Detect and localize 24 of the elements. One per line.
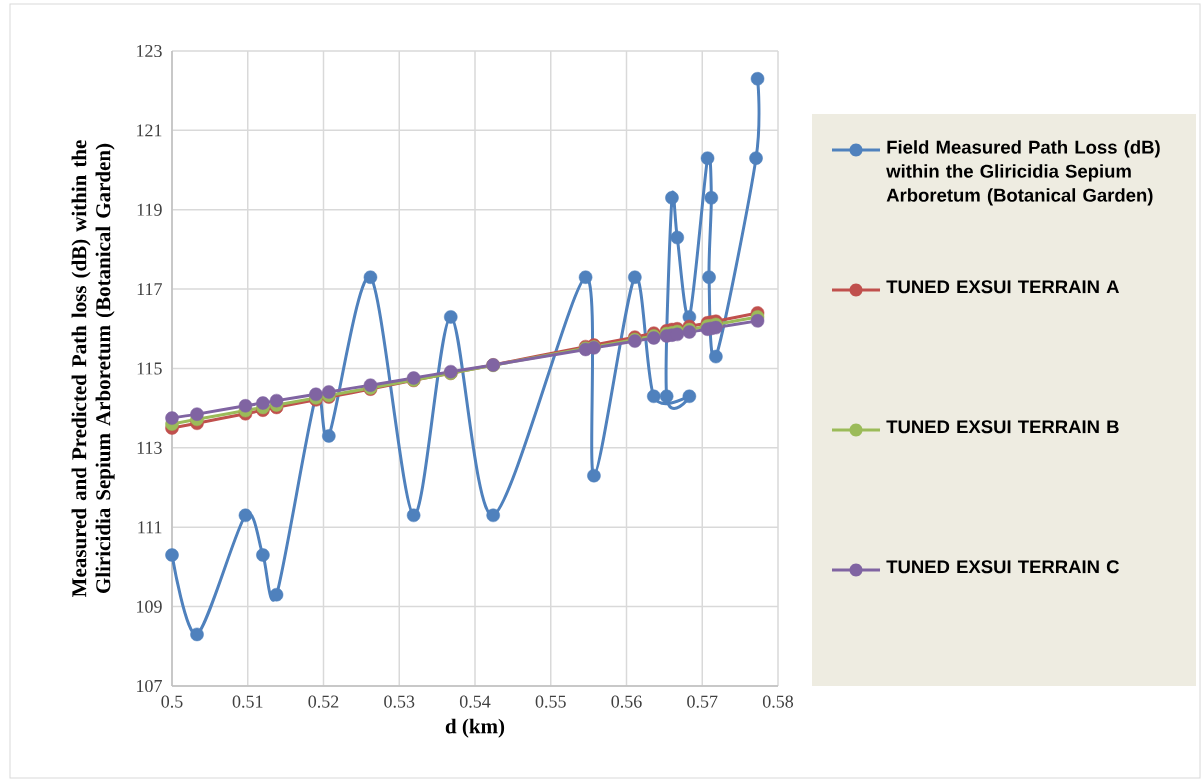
y-tick-label: 115 (137, 362, 162, 375)
x-tick-label: 0.56 (611, 695, 642, 708)
x-axis-title: d (km) (445, 718, 505, 738)
y-tick-label: 111 (138, 521, 162, 534)
y-tick-label: 107 (137, 679, 162, 693)
y-tick-label: 117 (137, 283, 162, 296)
legend-label: TUNED EXSUI TERRAIN C (886, 560, 1119, 574)
y-tick-label: 109 (137, 600, 162, 613)
y-tick-label: 113 (137, 441, 162, 454)
x-tick-label: 0.52 (308, 695, 339, 708)
x-tick-label: 0.53 (384, 695, 415, 708)
x-tick-label: 0.58 (762, 695, 794, 708)
y-axis-title: Measured and Predicted Path loss (dB) within the Gliricidia Sepium Arboretum (Botanical Garden) (71, 140, 115, 598)
x-tick-label: 0.51 (232, 695, 263, 708)
x-tick-label: 0.54 (459, 695, 491, 708)
x-tick-label: 0.57 (687, 695, 718, 708)
x-tick-label: 0.55 (535, 695, 566, 708)
y-tick-label: 119 (137, 203, 162, 216)
legend-label: TUNED EXSUI TERRAIN A (886, 280, 1120, 294)
y-tick-label: 121 (137, 124, 162, 137)
y-tick-label: 123 (137, 44, 162, 58)
legend-label: TUNED EXSUI TERRAIN B (886, 420, 1119, 434)
x-tick-label: 0.5 (161, 695, 183, 708)
legend-label: Field Measured Path Loss (dB) within the Gliricidia Sepium Arboretum (Botanical Garden) (886, 140, 1160, 206)
